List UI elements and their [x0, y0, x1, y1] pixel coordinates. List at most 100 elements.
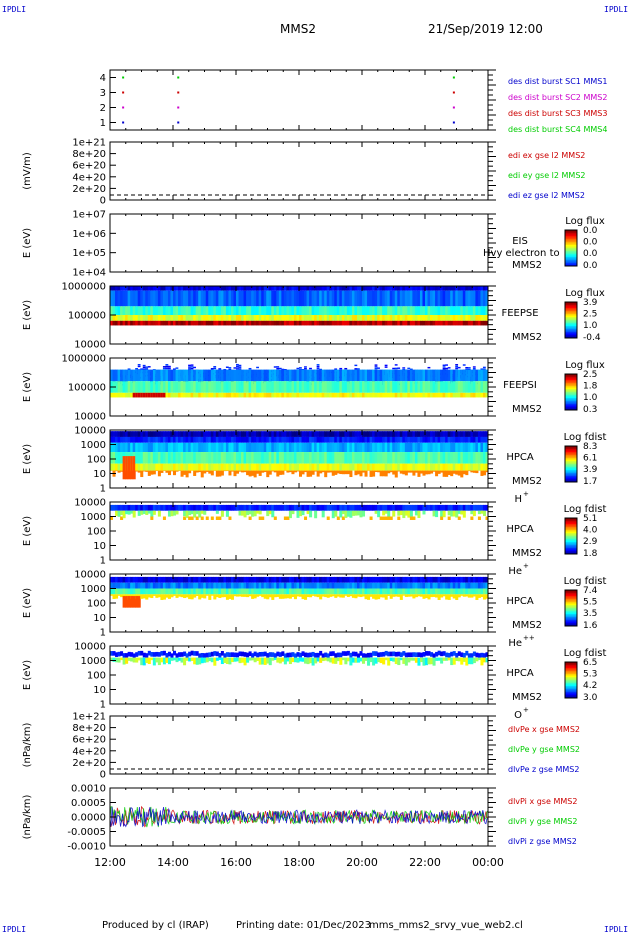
spectrogram-cell [210, 463, 214, 471]
spectrogram-cell [404, 381, 408, 393]
spectrogram-cell [167, 651, 171, 657]
spectrogram-cell [268, 392, 272, 398]
spectrogram-cell [130, 588, 134, 595]
spectrogram-cell [304, 381, 308, 393]
spectrogram-cell [175, 431, 179, 437]
spectrogram-cell [246, 290, 250, 307]
spectrogram-cell [180, 290, 184, 307]
spectrogram-cell [215, 452, 219, 464]
spectrogram-cell [173, 470, 177, 476]
spectrogram-cell [213, 504, 217, 511]
spectrogram-cell [165, 365, 169, 368]
spectrogram-cell [135, 369, 139, 382]
spectrogram-cell [281, 381, 285, 393]
spectrogram-cell [223, 436, 227, 443]
spectrogram-cell [246, 594, 250, 598]
spectrogram-cell [130, 576, 134, 583]
spectrogram-cell [173, 588, 177, 595]
spectrogram-cell [238, 431, 242, 437]
spectrogram-cell [372, 306, 376, 315]
spectrogram-cell [457, 436, 461, 443]
spectrogram-cell [178, 594, 182, 597]
spectrogram-cell [460, 290, 464, 307]
spectrogram-cell [127, 596, 131, 608]
spectrogram-cell [145, 369, 149, 382]
spectrogram-cell [276, 315, 280, 321]
spectrogram-cell [205, 516, 209, 520]
spectrogram-cell [167, 588, 171, 595]
spectrogram-cell [218, 392, 222, 398]
spectrogram-cell [167, 392, 171, 398]
spectrogram-cell [369, 576, 373, 583]
spectrogram-cell [236, 576, 240, 583]
spectrogram-cell [465, 392, 469, 398]
burst-marker [452, 76, 455, 79]
spectrogram-cell [137, 596, 141, 608]
spectrogram-cell [223, 290, 227, 307]
spectrogram-cell [266, 657, 270, 664]
spectrogram-cell [248, 594, 252, 597]
spectrogram-cell [293, 657, 297, 663]
spectrogram-cell [387, 504, 391, 511]
colorbar-cell [565, 611, 577, 613]
spectrogram-cell [180, 369, 184, 382]
spectrogram-cell [112, 504, 116, 511]
spectrogram-cell [263, 576, 267, 583]
spectrogram-cell [404, 582, 408, 589]
spectrogram-cell [268, 510, 272, 515]
spectrogram-cell [140, 594, 144, 599]
spectrogram-cell [334, 576, 338, 583]
spectrogram-cell [465, 381, 469, 393]
spectrogram-cell [150, 463, 154, 471]
spectrogram-cell [356, 588, 360, 595]
spectrogram-cell [276, 290, 280, 307]
spectrogram-cell [253, 504, 257, 511]
spectrogram-cell [334, 588, 338, 595]
spectrogram-cell [258, 504, 262, 511]
colorbar-cell [565, 671, 577, 673]
spectrogram-cell [452, 392, 456, 398]
spectrogram-cell [480, 392, 484, 398]
spectrogram-cell [374, 510, 378, 514]
spectrogram-cell [147, 315, 151, 321]
spectrogram-cell [387, 286, 391, 291]
spectrogram-cell [291, 504, 295, 511]
spectrogram-cell [346, 650, 350, 656]
spectrogram-cell [218, 652, 222, 658]
spectrogram-cell [243, 510, 247, 518]
spectrogram-cell [288, 576, 292, 583]
spectrogram-cell [402, 369, 406, 382]
spectrogram-cell [115, 582, 119, 589]
spectrogram-cell [238, 368, 242, 370]
spectrogram-cell [394, 463, 398, 471]
spectrogram-cell [135, 368, 139, 370]
spectrogram-cell [321, 452, 325, 464]
spectrogram-cell [225, 286, 229, 291]
spectrogram-cell [326, 516, 330, 520]
spectrogram-cell [152, 452, 156, 464]
spectrogram-cell [445, 367, 448, 370]
spectrogram-cell [359, 470, 363, 477]
spectrogram-cell [364, 381, 368, 393]
spectrogram-cell [170, 306, 174, 315]
spectrogram-cell [457, 651, 461, 656]
spectrogram-cell [200, 392, 204, 398]
spectrogram-cell [384, 463, 388, 471]
spectrogram-cell [362, 436, 366, 443]
spectrogram-cell [188, 594, 192, 600]
spectrogram-cell [286, 320, 290, 326]
spectrogram-cell [258, 452, 262, 464]
colorbar-cell [565, 459, 577, 462]
spectrogram-cell [152, 315, 156, 321]
spectrogram-cell [198, 653, 202, 659]
spectrogram-cell [485, 504, 489, 511]
spectrogram-cell [362, 315, 366, 321]
spectrogram-cell [198, 588, 202, 595]
spectrogram-cell [248, 286, 252, 291]
spectrogram-cell [364, 306, 368, 315]
spectrogram-cell [299, 588, 303, 595]
spectrogram-cell [409, 588, 413, 595]
spectrogram-cell [301, 510, 305, 516]
spectrogram-cell [256, 452, 260, 464]
spectrogram-cell [316, 290, 320, 307]
